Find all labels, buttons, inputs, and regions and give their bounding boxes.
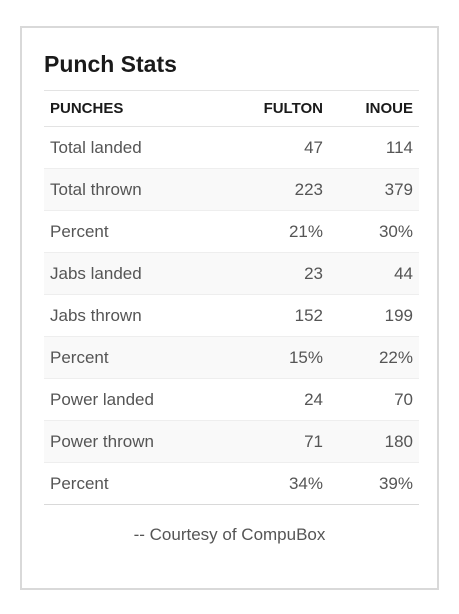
- fulton-value: 47: [219, 126, 329, 169]
- row-label: Percent: [44, 210, 219, 253]
- header-punches: PUNCHES: [44, 90, 219, 127]
- table-row: Power landed 24 70: [44, 378, 419, 421]
- table-row: Percent 15% 22%: [44, 336, 419, 379]
- fulton-value: 21%: [219, 210, 329, 253]
- inoue-value: 44: [329, 252, 419, 295]
- row-label: Percent: [44, 462, 219, 505]
- fulton-value: 223: [219, 168, 329, 211]
- row-label: Power landed: [44, 378, 219, 421]
- fulton-value: 23: [219, 252, 329, 295]
- table-row: Total thrown 223 379: [44, 168, 419, 211]
- table-row: Jabs thrown 152 199: [44, 294, 419, 337]
- card-title: Punch Stats: [44, 51, 177, 77]
- table-row: Power thrown 71 180: [44, 420, 419, 463]
- header-inoue: INOUE: [329, 90, 419, 127]
- inoue-value: 39%: [329, 462, 419, 505]
- source-credit: -- Courtesy of CompuBox: [133, 525, 326, 544]
- table-row: Total landed 47 114: [44, 126, 419, 169]
- inoue-value: 70: [329, 378, 419, 421]
- inoue-value: 114: [329, 126, 419, 169]
- row-label: Percent: [44, 336, 219, 379]
- fulton-value: 152: [219, 294, 329, 337]
- inoue-value: 379: [329, 168, 419, 211]
- inoue-value: 22%: [329, 336, 419, 379]
- punch-stats-card: Punch Stats PUNCHES FULTON INOUE Total l…: [20, 26, 439, 590]
- table-header-row: PUNCHES FULTON INOUE: [44, 90, 419, 127]
- inoue-value: 30%: [329, 210, 419, 253]
- fulton-value: 24: [219, 378, 329, 421]
- row-label: Power thrown: [44, 420, 219, 463]
- row-label: Total thrown: [44, 168, 219, 211]
- fulton-value: 15%: [219, 336, 329, 379]
- table-row: Percent 21% 30%: [44, 210, 419, 253]
- inoue-value: 199: [329, 294, 419, 337]
- fulton-value: 71: [219, 420, 329, 463]
- inoue-value: 180: [329, 420, 419, 463]
- row-label: Jabs thrown: [44, 294, 219, 337]
- table-row: Percent 34% 39%: [44, 462, 419, 505]
- fulton-value: 34%: [219, 462, 329, 505]
- row-label: Total landed: [44, 126, 219, 169]
- row-label: Jabs landed: [44, 252, 219, 295]
- header-fulton: FULTON: [219, 90, 329, 127]
- table-row: Jabs landed 23 44: [44, 252, 419, 295]
- punch-stats-table: PUNCHES FULTON INOUE Total landed 47 114…: [44, 90, 419, 505]
